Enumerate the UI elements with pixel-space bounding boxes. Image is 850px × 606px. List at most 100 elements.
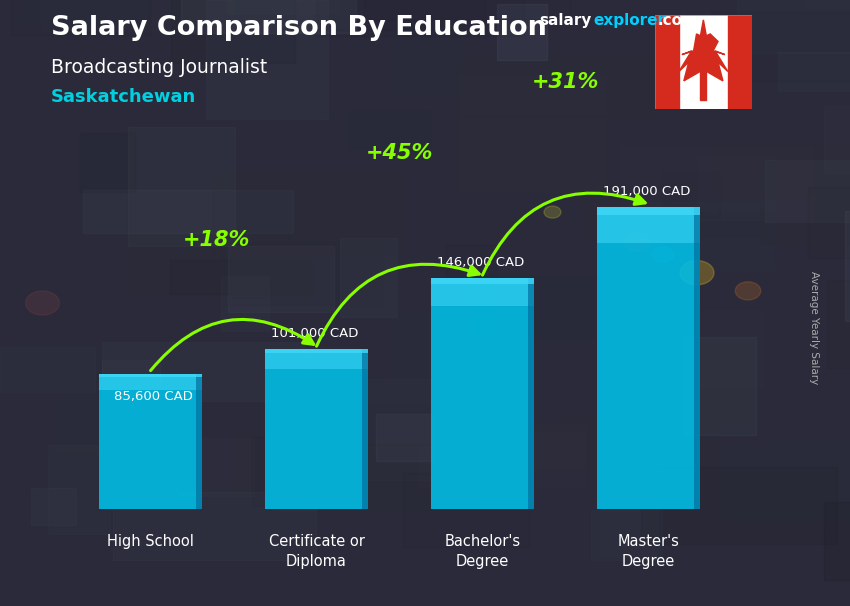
Bar — [85, 466, 291, 574]
Bar — [627, 202, 774, 270]
Bar — [362, 350, 368, 509]
Bar — [458, 58, 654, 117]
Bar — [102, 342, 304, 401]
Bar — [316, 0, 524, 36]
Bar — [172, 0, 295, 63]
Bar — [419, 432, 584, 488]
Bar — [221, 276, 269, 331]
Bar — [364, 0, 570, 20]
Bar — [21, 0, 207, 22]
Bar — [82, 190, 293, 233]
Bar — [599, 385, 698, 455]
Bar — [48, 445, 110, 534]
Bar — [265, 350, 368, 368]
Bar — [196, 374, 202, 509]
Bar — [620, 147, 813, 219]
Bar — [778, 52, 850, 91]
Text: salary: salary — [540, 13, 592, 28]
Bar — [102, 360, 161, 399]
Bar — [319, 0, 485, 30]
Bar — [431, 278, 534, 509]
Bar — [431, 278, 534, 284]
Bar — [1, 347, 94, 392]
Bar — [331, 379, 513, 442]
Ellipse shape — [544, 206, 561, 218]
Bar — [824, 107, 850, 173]
Text: .com: .com — [657, 13, 698, 28]
Bar — [528, 278, 534, 509]
Bar — [265, 350, 368, 509]
Bar — [793, 48, 843, 81]
Bar — [181, 0, 356, 33]
Polygon shape — [679, 20, 728, 81]
Bar — [597, 207, 700, 215]
Bar — [581, 190, 765, 236]
Ellipse shape — [680, 261, 714, 285]
Bar — [677, 2, 776, 67]
Bar — [700, 310, 763, 388]
Ellipse shape — [26, 291, 60, 315]
Bar — [431, 278, 534, 306]
Bar — [654, 15, 679, 109]
Bar — [361, 447, 501, 480]
Bar — [561, 32, 698, 111]
Bar — [222, 244, 382, 305]
Bar — [597, 207, 700, 244]
Text: 191,000 CAD: 191,000 CAD — [604, 185, 690, 198]
Bar — [348, 111, 430, 148]
Bar — [80, 133, 135, 192]
Text: Salary Comparison By Education: Salary Comparison By Education — [51, 15, 547, 41]
Bar — [123, 257, 333, 310]
Bar — [712, 147, 850, 196]
Bar — [737, 0, 850, 53]
Bar — [390, 315, 457, 404]
Bar — [613, 343, 747, 419]
Text: 101,000 CAD: 101,000 CAD — [271, 327, 359, 340]
Bar — [808, 187, 850, 259]
Bar — [113, 491, 315, 560]
Bar — [206, 0, 328, 119]
Bar — [765, 161, 850, 222]
Bar — [824, 502, 850, 580]
Bar — [128, 190, 289, 298]
Bar — [170, 260, 313, 295]
Bar — [700, 70, 706, 99]
Bar — [827, 280, 850, 368]
Bar — [642, 467, 837, 544]
Bar — [279, 405, 489, 512]
Bar — [694, 207, 700, 509]
Text: Average Yearly Salary: Average Yearly Salary — [809, 271, 819, 384]
Bar — [693, 77, 850, 178]
Text: +45%: +45% — [366, 143, 434, 163]
Bar — [697, 156, 775, 211]
Bar — [235, 430, 357, 492]
Bar — [31, 488, 76, 525]
Bar — [681, 154, 821, 196]
Bar — [846, 211, 850, 321]
Bar — [468, 276, 660, 338]
Text: Bachelor's
Degree: Bachelor's Degree — [445, 534, 520, 569]
Bar — [128, 127, 235, 246]
Bar — [530, 355, 591, 427]
Bar — [99, 374, 202, 509]
Bar — [340, 238, 397, 316]
Text: Master's
Degree: Master's Degree — [617, 534, 679, 569]
Bar — [376, 414, 434, 461]
Bar — [403, 473, 529, 547]
Ellipse shape — [653, 247, 673, 262]
Bar — [591, 510, 662, 561]
Bar — [212, 173, 402, 254]
Bar — [99, 374, 202, 377]
Bar — [805, 0, 850, 8]
Bar — [458, 75, 606, 191]
Text: Certificate or
Diploma: Certificate or Diploma — [269, 534, 365, 569]
Bar — [388, 28, 464, 96]
Text: 146,000 CAD: 146,000 CAD — [437, 256, 524, 268]
Bar — [41, 0, 234, 31]
Bar — [55, 359, 139, 452]
Text: +31%: +31% — [532, 72, 599, 92]
Text: Broadcasting Journalist: Broadcasting Journalist — [51, 58, 267, 76]
Bar — [728, 15, 752, 109]
Bar — [711, 12, 850, 81]
Ellipse shape — [625, 233, 650, 251]
